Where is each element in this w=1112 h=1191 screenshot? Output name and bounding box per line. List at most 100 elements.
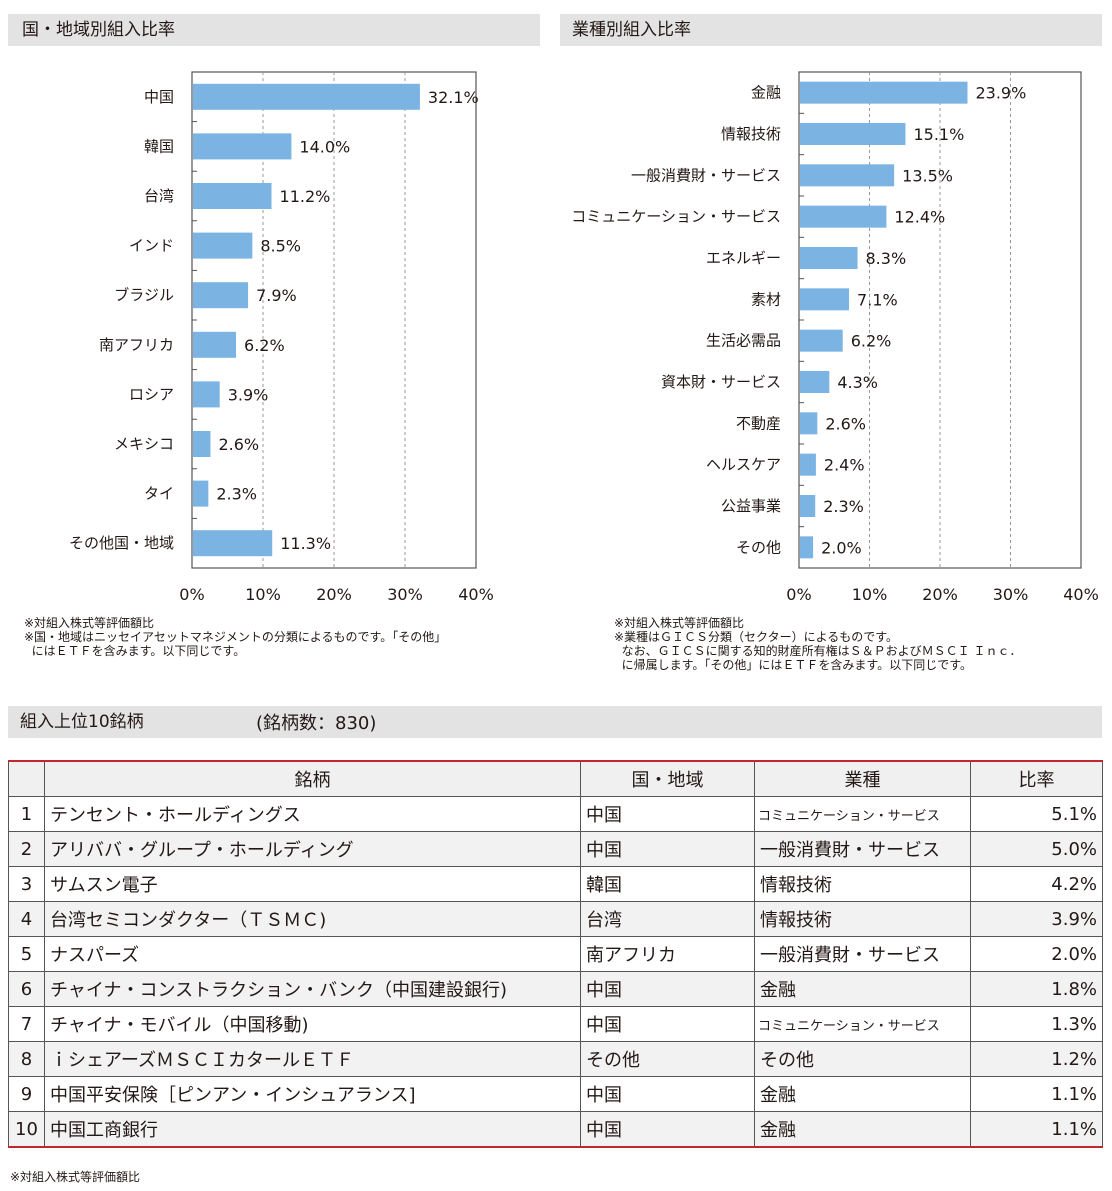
table-row: 3 サムスン電子 韓国 情報技術 4.2% xyxy=(8,866,1103,902)
sector-bar xyxy=(800,123,906,145)
weight-cell: 1.1% xyxy=(970,1076,1103,1112)
country-bar xyxy=(193,381,220,408)
sector-cell: コミュニケーション・サービス xyxy=(754,796,971,832)
table-row: 2 アリババ・グループ・ホールディング 中国 一般消費財・サービス 5.0% xyxy=(8,831,1103,867)
country-x-tick-label: 30% xyxy=(387,585,423,604)
country-category-label: ロシア xyxy=(129,385,174,403)
sector-section-header xyxy=(560,14,1102,46)
country-value-label: 11.3% xyxy=(280,534,331,553)
sector-notes: ※対組入株式等評価額比 ※業種はＧＩＣＳ分類（セクター）によるものです。 なお、… xyxy=(614,616,1021,672)
sector-x-tick-label: 0% xyxy=(786,585,811,604)
holdings-header-row: 銘柄 国・地域 業種 比率 xyxy=(8,760,1103,797)
sector-x-tick-label: 40% xyxy=(1063,585,1099,604)
country-x-tick-label: 0% xyxy=(179,585,204,604)
sector-bar xyxy=(800,329,843,352)
sector-value-label: 13.5% xyxy=(902,166,953,185)
sector-category-label: 生活必需品 xyxy=(706,332,781,350)
sector-value-label: 2.0% xyxy=(821,538,862,557)
weight-header: 比率 xyxy=(970,760,1103,797)
sector-note-line: ※業種はＧＩＣＳ分類（セクター）によるものです。 xyxy=(614,630,899,644)
top10-title: 組入上位10銘柄 xyxy=(20,712,144,732)
rank-cell: 1 xyxy=(8,796,45,832)
sector-value-label: 2.3% xyxy=(823,497,864,516)
top10-footnote: ※対組入株式等評価額比 xyxy=(10,1170,141,1184)
sector-category-label: 公益事業 xyxy=(721,497,781,515)
sector-cell: その他 xyxy=(754,1041,971,1077)
name-cell: ナスパーズ xyxy=(44,936,581,972)
country-note-line: ※対組入株式等評価額比 xyxy=(24,616,155,630)
sector-x-tick-label: 30% xyxy=(993,585,1029,604)
country-x-tick-label: 20% xyxy=(316,585,352,604)
country-value-label: 2.3% xyxy=(216,485,257,504)
name-cell: チャイナ・モバイル（中国移動) xyxy=(44,1006,581,1042)
sector-cell: 情報技術 xyxy=(754,901,971,937)
country-value-label: 14.0% xyxy=(299,137,350,156)
rank-cell: 4 xyxy=(8,901,45,937)
country-cell: その他 xyxy=(580,1041,755,1077)
table-row: 10 中国工商銀行 中国 金融 1.1% xyxy=(8,1111,1103,1148)
top10-section-header xyxy=(8,706,1102,738)
weight-cell: 4.2% xyxy=(970,866,1103,902)
country-category-label: 中国 xyxy=(144,88,174,106)
rank-cell: 3 xyxy=(8,866,45,902)
country-note-line: にはＥＴＦを含みます。以下同じです。 xyxy=(24,644,246,658)
sector-cell: 金融 xyxy=(754,1076,971,1112)
country-bar xyxy=(193,133,292,160)
sector-cell: 金融 xyxy=(754,971,971,1007)
rank-cell: 10 xyxy=(8,1111,45,1148)
name-cell: 台湾セミコンダクター（ＴＳＭＣ) xyxy=(44,901,581,937)
country-bar xyxy=(193,83,420,110)
weight-cell: 2.0% xyxy=(970,936,1103,972)
country-section-title: 国・地域別組入比率 xyxy=(22,20,175,40)
country-cell: 中国 xyxy=(580,1111,755,1148)
table-row: 5 ナスパーズ 南アフリカ 一般消費財・サービス 2.0% xyxy=(8,936,1103,972)
sector-header: 業種 xyxy=(754,760,971,797)
country-cell: 中国 xyxy=(580,1006,755,1042)
sector-bar xyxy=(800,536,814,559)
sector-bar xyxy=(800,288,850,311)
sector-value-label: 6.2% xyxy=(851,332,892,351)
sector-value-label: 12.4% xyxy=(894,208,945,227)
sector-category-label: 資本財・サービス xyxy=(661,373,781,391)
charts-canvas: 0% 10% 20% 30% 40% 中国 32.1% 韓国 14.0% 台湾 11.2% インド 8.… xyxy=(69,71,1099,604)
table-row: 8 ｉシェアーズＭＳＣＩカタールＥＴＦ その他 その他 1.2% xyxy=(8,1041,1103,1077)
weight-cell: 5.0% xyxy=(970,831,1103,867)
sector-category-label: 情報技術 xyxy=(721,125,781,143)
country-section-header xyxy=(8,14,540,46)
sector-cell: 一般消費財・サービス xyxy=(754,936,971,972)
table-row: 9 中国平安保険［ピンアン・インシュアランス] 中国 金融 1.1% xyxy=(8,1076,1103,1112)
rank-cell: 9 xyxy=(8,1076,45,1112)
country-cell: 中国 xyxy=(580,831,755,867)
weight-cell: 1.2% xyxy=(970,1041,1103,1077)
name-cell: 中国工商銀行 xyxy=(44,1111,581,1148)
weight-cell: 1.8% xyxy=(970,971,1103,1007)
weight-cell: 1.3% xyxy=(970,1006,1103,1042)
sector-category-label: ヘルスケア xyxy=(706,456,781,474)
sector-category-label: コミュニケーション・サービス xyxy=(571,208,781,226)
name-cell: チャイナ・コンストラクション・バンク（中国建設銀行) xyxy=(44,971,581,1007)
sector-value-label: 15.1% xyxy=(913,125,964,144)
country-cell: 南アフリカ xyxy=(580,936,755,972)
country-category-label: その他国・地域 xyxy=(69,534,174,552)
country-value-label: 3.9% xyxy=(228,385,269,404)
country-bar xyxy=(193,282,249,309)
country-cell: 中国 xyxy=(580,796,755,832)
sector-value-label: 8.3% xyxy=(866,249,907,268)
rank-cell: 2 xyxy=(8,831,45,867)
name-cell: アリババ・グループ・ホールディング xyxy=(44,831,581,867)
country-value-label: 2.6% xyxy=(218,435,259,454)
name-header: 銘柄 xyxy=(44,760,581,797)
name-cell: 中国平安保険［ピンアン・インシュアランス] xyxy=(44,1076,581,1112)
sector-bar xyxy=(800,247,858,269)
weight-cell: 3.9% xyxy=(970,901,1103,937)
name-cell: ｉシェアーズＭＳＣＩカタールＥＴＦ xyxy=(44,1041,581,1077)
sector-category-label: 素材 xyxy=(751,290,781,308)
sector-x-tick-label: 20% xyxy=(922,585,958,604)
sector-note-line: に帰属します。「その他」にはＥＴＦを含みます。以下同じです。 xyxy=(614,658,973,672)
rank-header xyxy=(8,760,45,797)
country-value-label: 11.2% xyxy=(280,187,331,206)
table-row: 6 チャイナ・コンストラクション・バンク（中国建設銀行) 中国 金融 1.8% xyxy=(8,971,1103,1007)
table-row: 7 チャイナ・モバイル（中国移動) 中国 コミュニケーション・サービス 1.3% xyxy=(8,1006,1103,1042)
country-value-label: 8.5% xyxy=(260,237,301,256)
country-bar xyxy=(193,183,272,209)
